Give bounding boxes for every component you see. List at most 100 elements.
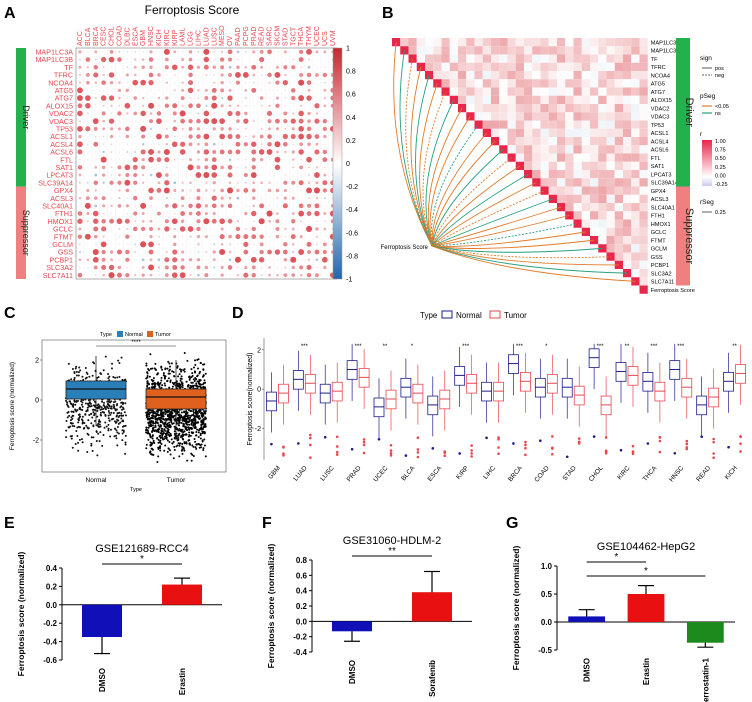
panel-a-dot: [316, 89, 318, 91]
panel-b-cell: [639, 194, 648, 203]
panel-a-dot: [284, 73, 287, 77]
panel-b-cell: [507, 128, 516, 137]
panel-a-column-label: DLBC: [124, 27, 131, 46]
panel-a-dot: [164, 219, 169, 224]
panel-b-cell: [474, 112, 483, 121]
panel-c-point: [114, 408, 117, 411]
panel-a-dot: [126, 66, 129, 69]
panel-c-point: [167, 372, 170, 375]
panel-b-gene-label: MAP1LC3A: [651, 40, 680, 46]
panel-b-cell: [614, 252, 623, 261]
panel-a-dot: [322, 126, 327, 131]
panel-c-point: [177, 413, 180, 416]
panel-a-dot: [244, 127, 247, 130]
panel-a-dot: [275, 80, 280, 85]
panel-c-point: [204, 412, 207, 415]
panel-c-point: [70, 378, 73, 381]
panel-a-dot: [299, 72, 304, 77]
panel-a-dot: [133, 195, 138, 201]
panel-b-cell: [639, 219, 648, 228]
panel-a-dot: [275, 65, 279, 69]
panel-a-dot: [188, 126, 193, 131]
panel-a-dot: [211, 118, 218, 125]
panel-a-dot: [189, 189, 192, 192]
panel-c-point: [146, 380, 149, 383]
panel-a-dot: [182, 135, 184, 138]
panel-a-dot: [77, 87, 83, 94]
panel-a-dot: [118, 189, 121, 192]
panel-c-point: [182, 369, 185, 372]
panel-b-cell: [623, 178, 632, 187]
panel-a-dot: [237, 205, 239, 207]
panel-b-cell: [449, 71, 458, 80]
panel-c-point: [147, 367, 150, 370]
panel-b-cell: [598, 219, 607, 228]
panel-b-cell: [565, 203, 574, 212]
panel-a-dot: [283, 196, 287, 200]
panel-c-point: [121, 408, 124, 411]
panel-a-dot: [221, 159, 223, 161]
panel-d-outlier: [685, 447, 689, 451]
panel-a-dot: [118, 120, 121, 122]
panel-b-cell: [474, 38, 483, 47]
panel-b-cell: [590, 161, 599, 170]
panel-a-dot: [134, 251, 137, 253]
panel-d-outlier: [335, 445, 339, 448]
panel-a-dot: [227, 133, 233, 140]
panel-a-dot: [276, 259, 279, 261]
panel-a-dot: [102, 143, 105, 145]
panel-a-dot: [323, 197, 326, 200]
panel-a-dot: [315, 235, 319, 238]
panel-c-point: [177, 436, 180, 439]
panel-c-point: [150, 419, 153, 422]
panel-b-cell: [581, 95, 590, 104]
panel-a-dot: [181, 204, 185, 208]
panel-b-cell: [606, 137, 615, 146]
panel-b-cell: [631, 178, 640, 187]
panel-a-dot: [235, 141, 241, 147]
panel-a-dot: [172, 257, 178, 263]
panel-b-source-label: Ferroptosis Score: [381, 245, 429, 251]
panel-a-dot: [234, 256, 241, 263]
panel-c-point: [151, 437, 154, 440]
panel-b-cell: [598, 161, 607, 170]
panel-a-dot: [243, 172, 248, 178]
panel-a-dot: [322, 249, 327, 255]
panel-b-cell: [507, 87, 516, 96]
panel-a-dot: [267, 119, 272, 124]
panel-a-row-label: GCLC: [53, 225, 73, 234]
panel-a-dot: [187, 64, 194, 70]
panel-a-row-label: SLC3A2: [46, 263, 73, 272]
panel-c-point: [165, 436, 168, 439]
panel-c-point: [76, 435, 79, 438]
panel-c-point: [187, 435, 190, 438]
panel-a-dot: [189, 112, 192, 115]
panel-d-legend-item: Normal: [456, 311, 482, 320]
panel-c-point: [188, 428, 191, 431]
panel-a-dot: [244, 104, 247, 107]
panel-d-outlier: [631, 450, 635, 453]
panel-c-point: [192, 431, 195, 434]
panel-b-cell: [598, 170, 607, 179]
panel-b-gene-label: ACSL4: [651, 139, 669, 145]
panel-b-cell: [581, 170, 590, 179]
panel-a-dot: [282, 79, 289, 86]
panel-c-point: [197, 436, 200, 439]
panel-a-dot: [77, 165, 83, 170]
panel-a-dot: [315, 73, 319, 77]
panel-d-outlier: [362, 443, 366, 447]
panel-a-dot: [228, 196, 232, 200]
panel-c-point: [158, 383, 161, 386]
panel-b-cell: [548, 161, 557, 170]
panel-b-cell: [557, 194, 566, 203]
panel-b-cell: [639, 178, 648, 187]
panel-a-column-label: BLCA: [85, 27, 92, 46]
panel-a-dot: [315, 196, 319, 200]
panel-a-dot: [315, 181, 319, 185]
panel-a-dot: [251, 157, 256, 162]
panel-a-column-label: SARC: [267, 27, 274, 46]
panel-a-dot: [118, 173, 121, 177]
panelF-ytick: 0.6: [296, 571, 308, 580]
panel-a-dot: [158, 197, 160, 199]
